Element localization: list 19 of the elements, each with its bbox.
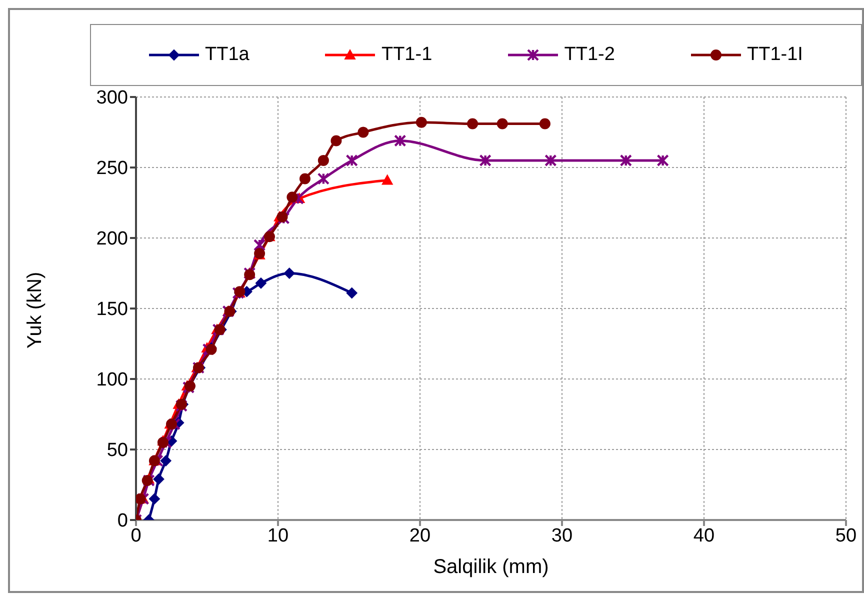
y-tick-label: 250 (96, 158, 128, 180)
legend-label: TT1-1 (381, 44, 432, 66)
x-tick-label: 0 (130, 525, 142, 546)
legend-label: TT1a (205, 44, 250, 66)
y-tick-label: 0 (117, 510, 128, 532)
y-tick-label: 150 (96, 299, 128, 320)
legend-label: TT1-2 (564, 44, 615, 66)
y-tick-label: 300 (96, 88, 128, 109)
y-tick-label: 50 (106, 440, 128, 462)
x-axis-title: Salqilik (mm) (433, 556, 549, 578)
legend-label: TT1-1I (747, 44, 803, 66)
y-axis-title: Yuk (kN) (24, 272, 46, 348)
x-tick-label: 30 (551, 525, 573, 546)
y-tick-label: 200 (96, 228, 128, 250)
y-tick-label: 100 (96, 370, 128, 391)
x-tick-label: 50 (835, 525, 857, 546)
x-tick-label: 40 (693, 525, 715, 546)
x-tick-label: 10 (267, 525, 289, 546)
x-tick-label: 20 (409, 525, 431, 546)
